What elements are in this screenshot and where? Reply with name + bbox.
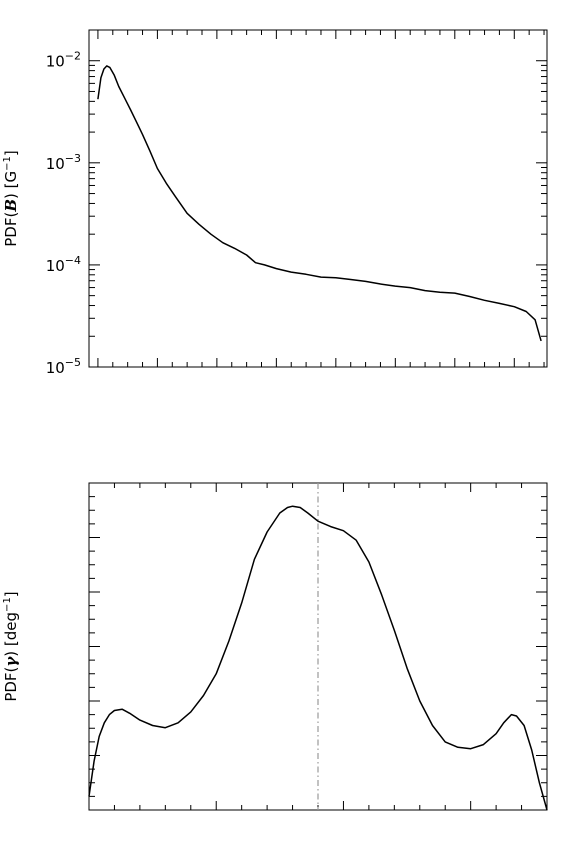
y-tick-label: 10−5 bbox=[46, 356, 81, 377]
y-tick-label: 10−2 bbox=[46, 50, 81, 71]
y-axis-label: PDF(B) [G−1] bbox=[2, 150, 20, 246]
series-line-1 bbox=[97, 65, 542, 342]
plot-frame bbox=[88, 29, 548, 368]
y-axis-label: PDF(γ) [deg−1] bbox=[2, 591, 20, 701]
chart-panel-2: PDF(γ) [deg−1] bbox=[2, 482, 548, 811]
y-tick-label: 10−4 bbox=[46, 254, 81, 275]
y-tick-label: 10−3 bbox=[46, 152, 81, 173]
chart-panel-1: 10−5 10−4 10−3 10−2 PDF(B) [G−1] bbox=[2, 29, 548, 377]
series-line-1 bbox=[88, 505, 548, 811]
